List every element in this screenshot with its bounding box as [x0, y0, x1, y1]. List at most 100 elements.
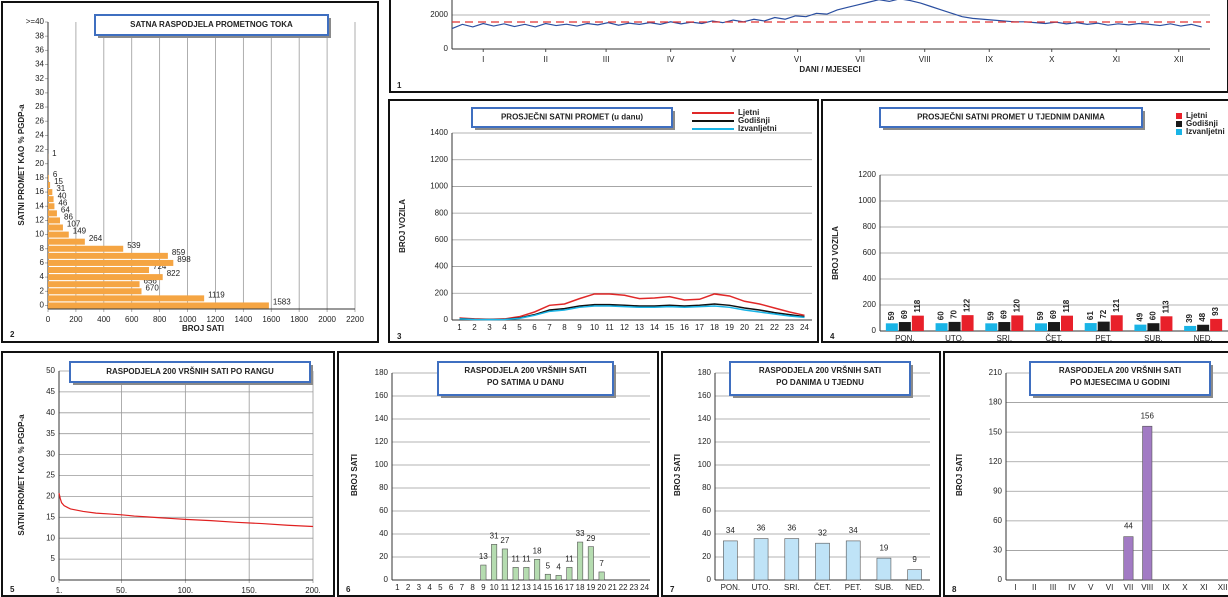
data-label: 48	[1198, 312, 1207, 321]
chart-title: RASPODJELA 200 VRŠNIH SATI	[1059, 366, 1181, 375]
bar	[48, 274, 163, 281]
panel-frame	[943, 351, 1228, 597]
x-tick-label: II	[1032, 583, 1036, 592]
y-tick-label: 22	[35, 145, 44, 154]
x-tick-label: 5	[517, 323, 522, 332]
data-label: 27	[500, 536, 509, 545]
y-tick-label: 30	[35, 88, 44, 97]
panel-frame	[1, 1, 379, 343]
y-tick-label: 20	[702, 552, 711, 561]
y-tick-label: 210	[989, 368, 1003, 377]
x-tick-label: 2	[472, 323, 477, 332]
bar	[845, 540, 861, 581]
x-tick-label: 16	[554, 583, 563, 592]
data-label: 4	[556, 563, 561, 572]
data-label: 36	[787, 524, 796, 533]
x-axis-label: DANI / MJESECI	[799, 65, 860, 74]
bar	[1061, 315, 1073, 331]
data-label: 39	[1185, 313, 1194, 322]
bar	[480, 564, 487, 581]
x-tick-label: X	[1049, 55, 1055, 64]
x-tick-label: V	[730, 55, 736, 64]
x-tick-label: NED.	[1194, 334, 1213, 343]
bar	[1011, 315, 1024, 331]
chart-panel: 0 20 40 60 80 100 120 140 160 180 PON. UTO. SRI. ČET.…	[661, 351, 941, 597]
x-tick-label: 2	[406, 583, 411, 592]
x-tick-label: 200.	[305, 586, 321, 595]
title-box	[94, 14, 329, 36]
y-tick-label: 80	[702, 483, 711, 492]
x-tick-label: VII	[1124, 583, 1134, 592]
y-tick-label: 25	[46, 471, 55, 480]
y-tick-label: 34	[35, 60, 44, 69]
x-tick-label: 4	[427, 583, 432, 592]
bar	[501, 548, 508, 581]
x-tick-label: 17	[695, 323, 704, 332]
data-label: 29	[586, 534, 595, 543]
panel-number: 5	[10, 585, 15, 594]
bar	[907, 569, 922, 581]
x-tick-label: V	[1088, 583, 1094, 592]
x-tick-label: ČET.	[1045, 334, 1062, 343]
data-label: 859	[172, 248, 186, 257]
bar	[555, 575, 562, 581]
title-box	[471, 107, 673, 128]
y-tick-label: 200	[863, 300, 877, 309]
bar	[998, 322, 1011, 331]
x-tick-label: 23	[785, 323, 794, 332]
y-axis-label: SATNI PROMET KAO % PGDP-a	[17, 414, 26, 536]
data-label: 69	[1049, 310, 1058, 319]
data-label: 36	[757, 524, 766, 533]
data-label: 59	[986, 311, 995, 320]
bar	[48, 189, 53, 196]
x-tick-label: 10	[590, 323, 599, 332]
panel-frame	[1, 351, 335, 597]
data-label: 122	[963, 298, 972, 312]
line-series	[58, 492, 314, 528]
y-tick-label: 1200	[858, 170, 876, 179]
panel-number: 4	[830, 332, 835, 341]
x-tick-label: 9	[481, 583, 486, 592]
x-tick-label: 13	[522, 583, 531, 592]
y-tick-label: 0	[872, 326, 877, 335]
x-tick-label: 20	[597, 583, 606, 592]
data-label: 59	[1036, 311, 1045, 320]
y-tick-label: 200	[435, 288, 449, 297]
x-tick-label: 19	[586, 583, 595, 592]
data-label: 113	[1162, 300, 1171, 313]
data-label: 49	[1136, 312, 1145, 321]
y-tick-label: 180	[989, 398, 1003, 407]
y-tick-label: 1200	[430, 155, 448, 164]
panel-frame	[389, 0, 1228, 93]
x-tick-label: 23	[629, 583, 638, 592]
x-tick-label: 3	[417, 583, 422, 592]
y-tick-label: 0	[444, 44, 449, 53]
y-tick-label: 140	[375, 414, 389, 423]
x-tick-label: 0	[46, 315, 51, 324]
y-tick-label: 32	[35, 74, 44, 83]
x-tick-label: 15	[665, 323, 674, 332]
data-label: 1119	[208, 290, 225, 299]
legend-swatch	[1176, 129, 1182, 135]
bar	[48, 295, 205, 302]
bar	[48, 259, 174, 266]
bar	[48, 252, 168, 259]
panel-number: 6	[346, 585, 351, 594]
x-tick-label: 1	[457, 323, 462, 332]
bar	[1048, 322, 1060, 331]
chart-title: PROSJEČNI SATNI PROMET (u danu)	[501, 113, 643, 122]
y-tick-label: 400	[435, 262, 449, 271]
x-tick-label: 1200	[207, 315, 225, 324]
data-label: 898	[177, 255, 191, 264]
x-tick-label: 15	[543, 583, 552, 592]
y-tick-label: 400	[863, 274, 877, 283]
data-label: 59	[887, 311, 896, 320]
data-label: 7	[599, 559, 604, 568]
data-label: 156	[1141, 411, 1155, 420]
y-tick-label: 45	[46, 387, 55, 396]
y-tick-label: 1000	[858, 196, 876, 205]
x-tick-label: 5	[438, 583, 443, 592]
x-tick-label: 11	[501, 583, 510, 592]
